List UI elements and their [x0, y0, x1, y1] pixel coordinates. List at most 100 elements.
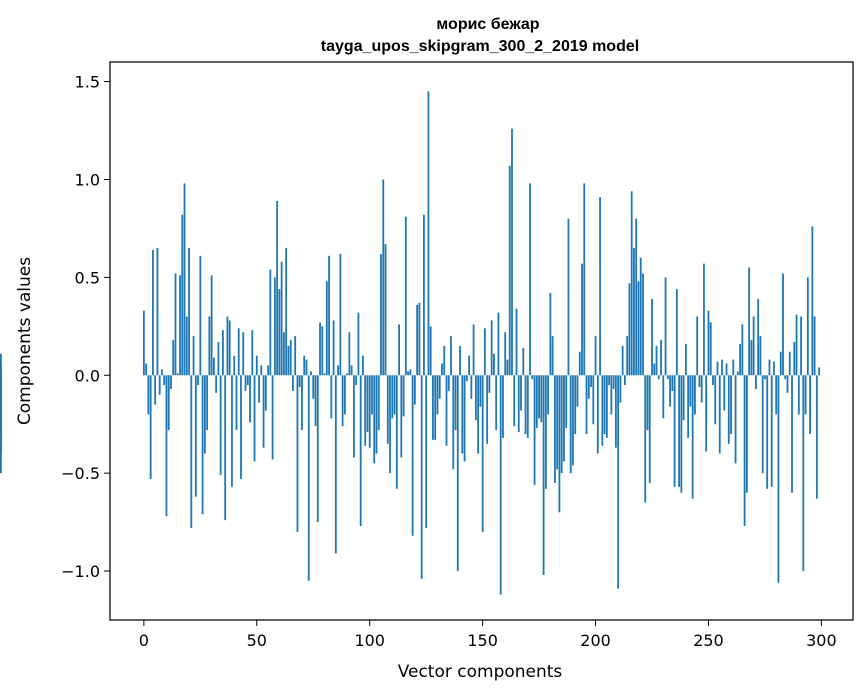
bar [287, 345, 290, 376]
bar [267, 365, 269, 376]
bar [739, 343, 741, 376]
bar [357, 312, 360, 376]
bar [454, 375, 457, 431]
bar [775, 375, 778, 415]
bar [599, 197, 601, 376]
bar [235, 375, 238, 431]
bar [0, 375, 2, 474]
bar [540, 375, 543, 423]
bar [504, 332, 507, 376]
x-axis-ticks: 0 50 100 150 200 250 300 [139, 620, 837, 650]
bar [700, 375, 703, 403]
bar [506, 359, 509, 376]
bar [262, 375, 265, 448]
bar [745, 375, 748, 493]
bar [748, 267, 751, 376]
bar [750, 340, 753, 376]
bar [813, 316, 816, 376]
bar [664, 277, 667, 376]
bar [479, 375, 482, 407]
bar [271, 375, 274, 460]
bar [269, 269, 272, 376]
bar [350, 365, 353, 376]
bar [533, 375, 536, 485]
bar [176, 373, 179, 376]
bar [596, 375, 599, 454]
bar [470, 375, 473, 399]
x-tick-label: 150 [467, 631, 498, 650]
bar [355, 375, 358, 386]
bar [246, 375, 249, 386]
bar [348, 332, 351, 376]
bar [332, 320, 335, 376]
bar [635, 218, 638, 376]
bar [684, 343, 687, 376]
bar [292, 375, 294, 391]
bar [253, 375, 256, 462]
bar [409, 369, 412, 376]
bar [633, 248, 635, 376]
bar [192, 336, 195, 376]
bar [637, 281, 640, 376]
y-axis-ticks: −1.0 −0.5 0.0 0.5 1.0 1.5 [61, 73, 110, 581]
y-tick-label: −0.5 [61, 464, 100, 483]
bar [605, 375, 608, 438]
bar [142, 310, 145, 376]
bar [337, 365, 339, 376]
bar [343, 375, 346, 415]
bar [418, 302, 421, 376]
y-axis-label: Components values [15, 257, 35, 425]
bar [581, 263, 583, 376]
bar [316, 375, 319, 523]
bar [531, 375, 534, 380]
bar [732, 359, 735, 376]
bar [434, 375, 437, 440]
x-axis-label: Vector components [398, 662, 563, 682]
bar [486, 375, 489, 444]
bar [447, 375, 450, 391]
bar [779, 351, 782, 376]
bar [718, 375, 721, 454]
bar [538, 375, 540, 419]
bar [481, 375, 484, 532]
bar [398, 324, 400, 376]
bar [707, 310, 710, 376]
bar [671, 375, 674, 391]
bar [432, 375, 434, 440]
bar [391, 375, 394, 419]
bar [802, 375, 805, 572]
bar [687, 375, 690, 438]
bar [278, 289, 281, 376]
bar [325, 281, 328, 376]
bar [795, 314, 798, 376]
bar [384, 244, 387, 376]
bar [585, 375, 588, 434]
bar [298, 375, 301, 388]
bar [373, 375, 376, 464]
bar [804, 375, 807, 415]
bar [305, 359, 308, 376]
bar [285, 248, 288, 376]
bar [199, 255, 202, 376]
bar [752, 316, 755, 376]
bar [206, 375, 209, 431]
bar [362, 355, 364, 376]
bar [307, 375, 310, 581]
bar [662, 375, 665, 419]
bar [310, 371, 312, 376]
bar [703, 263, 705, 376]
bar [170, 375, 172, 389]
bar [818, 367, 821, 376]
bar [152, 249, 154, 376]
bar [786, 375, 789, 393]
bar [474, 375, 477, 421]
bar [612, 375, 615, 389]
bar-series [0, 91, 821, 595]
bar [312, 375, 315, 399]
bar [556, 375, 559, 470]
bar [429, 326, 432, 376]
bar [657, 375, 660, 380]
bar [558, 375, 561, 513]
bar [757, 298, 760, 376]
